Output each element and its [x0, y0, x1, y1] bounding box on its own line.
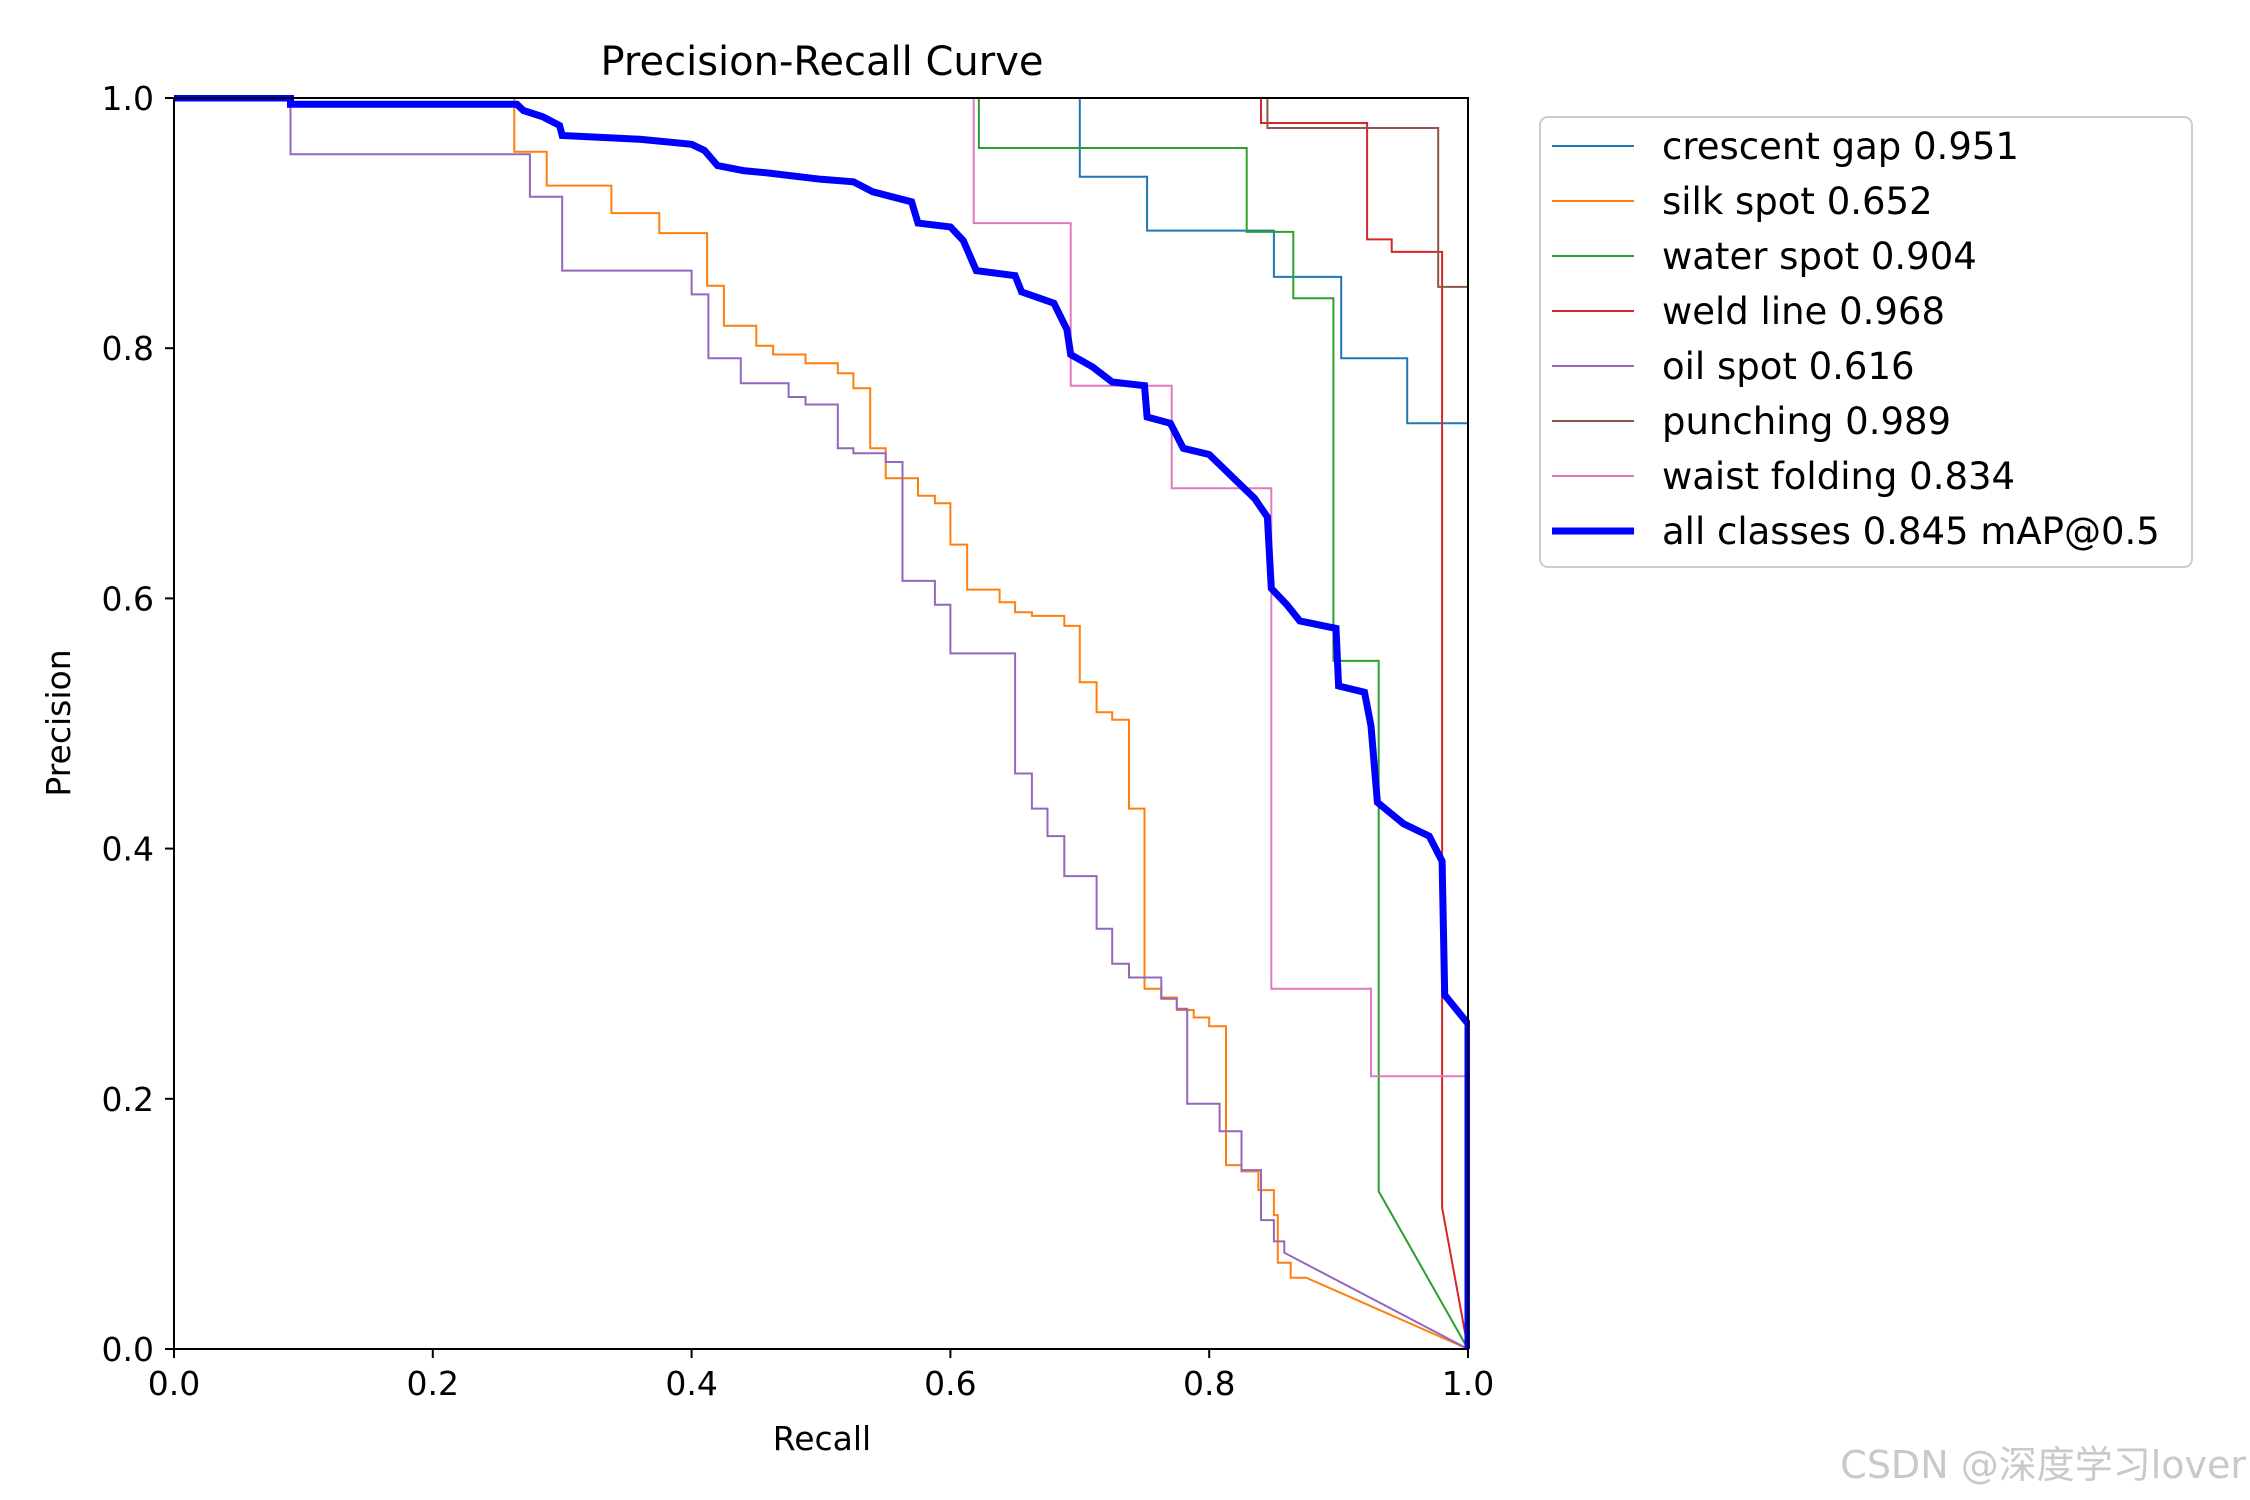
- x-tick-label: 0.6: [924, 1364, 976, 1403]
- legend-label-0: crescent gap 0.951: [1662, 125, 2019, 168]
- legend-label-5: punching 0.989: [1662, 400, 1951, 443]
- y-tick-label: 0.4: [102, 830, 154, 869]
- legend-label-3: weld line 0.968: [1662, 290, 1945, 333]
- x-tick-label: 0.4: [665, 1364, 717, 1403]
- series-line-4: [174, 97, 1469, 1350]
- plot-frame: [173, 97, 1469, 1350]
- y-tick-label: 0.2: [102, 1080, 154, 1119]
- series-line-6: [174, 97, 1469, 1349]
- legend-label-7: all classes 0.845 mAP@0.5: [1662, 510, 2160, 553]
- y-axis: 0.0 0.2 0.4 0.6 0.8 1.0: [102, 79, 174, 1369]
- series-line-1: [174, 97, 1469, 1350]
- x-axis-label: Recall: [773, 1419, 871, 1458]
- series-line-3: [174, 97, 1469, 1350]
- y-tick-label: 0.8: [102, 329, 154, 368]
- y-tick-label: 0.0: [102, 1330, 154, 1369]
- series-line-0: [174, 97, 1469, 1349]
- x-tick-label: 0.8: [1183, 1364, 1235, 1403]
- series-line-2: [174, 97, 1469, 1350]
- x-axis: 0.0 0.2 0.4 0.6 0.8 1.0: [148, 1349, 1494, 1403]
- legend-label-1: silk spot 0.652: [1662, 180, 1933, 223]
- plot-area: [173, 95, 1470, 1350]
- y-axis-label: Precision: [39, 649, 78, 796]
- legend: crescent gap 0.951 silk spot 0.652 water s…: [1539, 116, 2193, 568]
- watermark: CSDN @深度学习lover: [1840, 1443, 2246, 1487]
- x-tick-label: 0.2: [407, 1364, 459, 1403]
- series-line-7: [174, 95, 1470, 1349]
- series-lines: [174, 95, 1470, 1350]
- legend-box: [1539, 116, 2193, 568]
- legend-label-4: oil spot 0.616: [1662, 345, 1915, 388]
- chart-title: Precision-Recall Curve: [601, 39, 1044, 85]
- x-tick-label: 1.0: [1442, 1364, 1494, 1403]
- legend-label-6: waist folding 0.834: [1662, 455, 2015, 498]
- y-tick-label: 0.6: [102, 579, 154, 618]
- x-tick-label: 0.0: [148, 1364, 200, 1403]
- legend-label-2: water spot 0.904: [1662, 235, 1977, 278]
- y-tick-label: 1.0: [102, 79, 154, 118]
